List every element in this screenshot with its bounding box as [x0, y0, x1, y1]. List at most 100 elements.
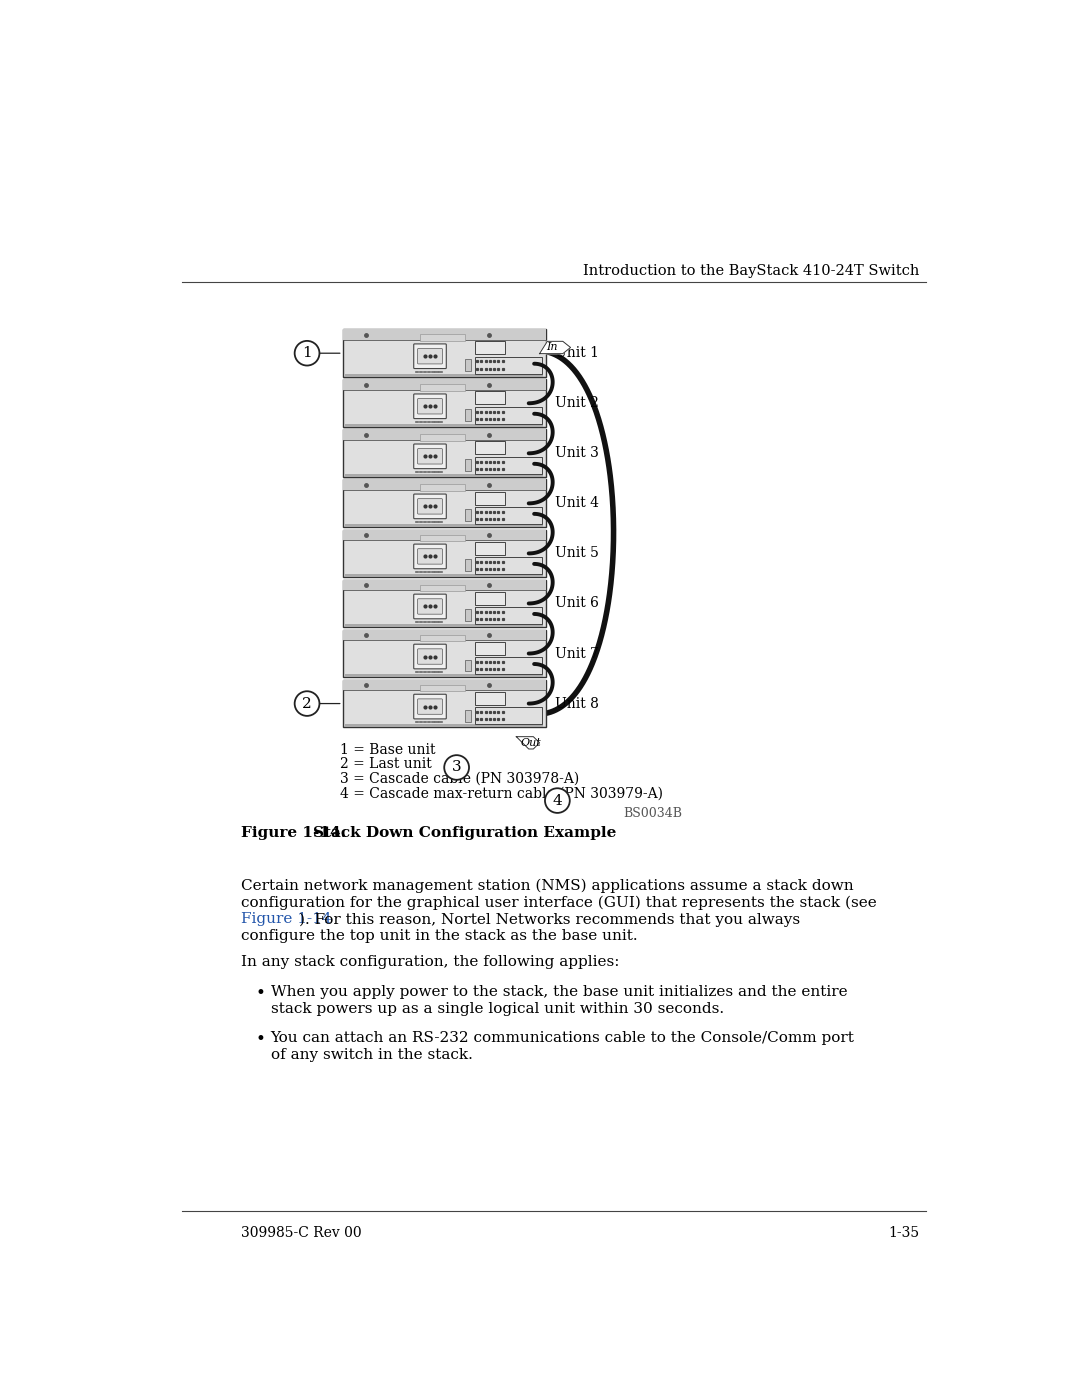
Text: Unit 4: Unit 4 — [555, 496, 599, 510]
Bar — [420, 685, 464, 692]
Text: •: • — [255, 985, 265, 1002]
Bar — [342, 479, 545, 527]
FancyBboxPatch shape — [414, 644, 446, 669]
Bar — [475, 457, 542, 474]
Bar — [420, 584, 464, 591]
Text: When you apply power to the stack, the base unit initializes and the entire: When you apply power to the stack, the b… — [271, 985, 847, 999]
FancyBboxPatch shape — [418, 348, 443, 365]
Bar — [420, 334, 464, 341]
Bar — [464, 659, 471, 672]
Bar — [342, 580, 545, 590]
Text: BS0034B: BS0034B — [623, 806, 683, 820]
Bar — [475, 407, 542, 423]
Circle shape — [295, 341, 320, 366]
FancyBboxPatch shape — [418, 398, 443, 414]
Bar — [420, 634, 464, 641]
FancyBboxPatch shape — [418, 499, 443, 514]
Text: In any stack configuration, the following applies:: In any stack configuration, the followin… — [241, 956, 620, 970]
Bar — [464, 559, 471, 571]
Bar — [345, 624, 543, 627]
Text: Unit 1: Unit 1 — [555, 346, 599, 360]
Bar — [420, 434, 464, 440]
Bar — [464, 609, 471, 622]
Text: 3 = Cascade cable (PN 303978-A): 3 = Cascade cable (PN 303978-A) — [339, 773, 579, 787]
Text: 4: 4 — [553, 793, 563, 807]
Bar — [475, 542, 504, 555]
Bar — [475, 492, 504, 504]
FancyBboxPatch shape — [418, 549, 443, 564]
Bar — [342, 630, 545, 678]
FancyBboxPatch shape — [414, 694, 446, 719]
Text: 2 = Last unit: 2 = Last unit — [339, 757, 431, 771]
Bar — [475, 356, 542, 374]
Bar — [342, 529, 545, 541]
Bar — [342, 330, 545, 377]
FancyBboxPatch shape — [414, 495, 446, 518]
Text: 4 = Cascade max-return cable (PN 303979-A): 4 = Cascade max-return cable (PN 303979-… — [339, 787, 663, 800]
Text: configuration for the graphical user interface (GUI) that represents the stack (: configuration for the graphical user int… — [241, 895, 877, 909]
Bar — [345, 474, 543, 478]
FancyBboxPatch shape — [414, 344, 446, 369]
Text: Unit 7: Unit 7 — [555, 647, 599, 661]
Bar — [420, 485, 464, 490]
Text: 1: 1 — [302, 346, 312, 360]
FancyBboxPatch shape — [414, 594, 446, 619]
Polygon shape — [540, 341, 570, 353]
Bar — [475, 341, 504, 355]
FancyBboxPatch shape — [414, 543, 446, 569]
Bar — [342, 580, 545, 627]
Bar — [342, 680, 545, 728]
Text: 3: 3 — [451, 760, 461, 774]
Text: Stack Down Configuration Example: Stack Down Configuration Example — [313, 826, 617, 840]
Text: In: In — [545, 342, 557, 352]
Bar — [342, 330, 545, 339]
Text: Unit 6: Unit 6 — [555, 597, 599, 610]
Text: 1 = Base unit: 1 = Base unit — [339, 743, 435, 757]
Bar — [464, 510, 471, 521]
Text: Figure 1-14.: Figure 1-14. — [241, 826, 347, 840]
FancyBboxPatch shape — [418, 698, 443, 714]
Text: ). For this reason, Nortel Networks recommends that you always: ). For this reason, Nortel Networks reco… — [299, 912, 800, 926]
Bar — [464, 460, 471, 471]
Bar — [342, 479, 545, 490]
Bar — [464, 409, 471, 422]
Bar — [475, 391, 504, 404]
Bar — [342, 630, 545, 640]
Text: stack powers up as a single logical unit within 30 seconds.: stack powers up as a single logical unit… — [271, 1002, 724, 1016]
Bar — [464, 710, 471, 721]
Bar — [475, 592, 504, 605]
Bar — [342, 680, 545, 690]
Bar — [345, 374, 543, 377]
Bar — [342, 380, 545, 427]
Text: 1-35: 1-35 — [888, 1227, 919, 1241]
Text: •: • — [255, 1031, 265, 1048]
Bar — [342, 429, 545, 440]
FancyBboxPatch shape — [414, 444, 446, 468]
Bar — [475, 557, 542, 574]
Circle shape — [295, 692, 320, 715]
Bar — [420, 535, 464, 541]
Bar — [475, 641, 504, 655]
Bar — [475, 507, 542, 524]
Bar — [342, 529, 545, 577]
Circle shape — [444, 756, 469, 780]
Text: You can attach an RS-232 communications cable to the Console/Comm port: You can attach an RS-232 communications … — [271, 1031, 854, 1045]
Text: Unit 8: Unit 8 — [555, 697, 599, 711]
Text: Unit 3: Unit 3 — [555, 446, 599, 460]
Text: Figure 1-14: Figure 1-14 — [241, 912, 332, 926]
Bar — [475, 692, 504, 704]
Text: 309985-C Rev 00: 309985-C Rev 00 — [241, 1227, 362, 1241]
FancyBboxPatch shape — [418, 599, 443, 615]
Bar — [345, 574, 543, 577]
Bar — [475, 707, 542, 724]
FancyBboxPatch shape — [418, 448, 443, 464]
Bar — [342, 429, 545, 478]
Bar — [475, 441, 504, 454]
Bar — [345, 675, 543, 678]
Circle shape — [545, 788, 570, 813]
Text: Certain network management station (NMS) applications assume a stack down: Certain network management station (NMS)… — [241, 879, 854, 893]
Bar — [345, 524, 543, 527]
Bar — [342, 380, 545, 390]
Text: Unit 2: Unit 2 — [555, 397, 599, 411]
Text: 2: 2 — [302, 697, 312, 711]
